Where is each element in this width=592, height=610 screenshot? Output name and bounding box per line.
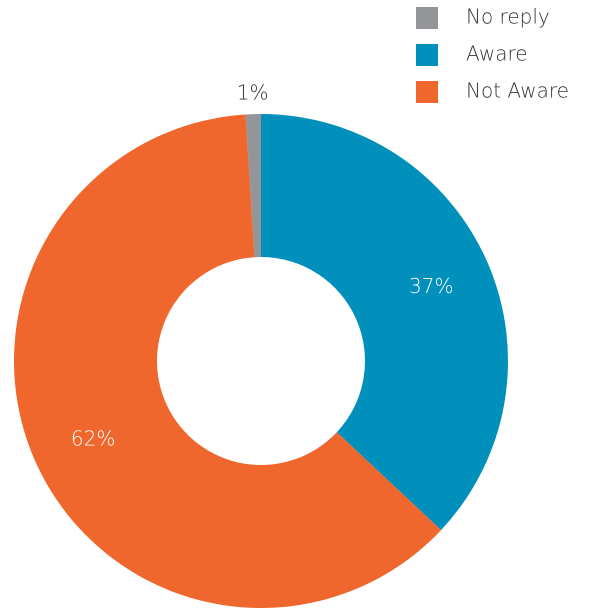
value-label: 62% [71,426,115,450]
slice [13,114,442,609]
legend-swatch [416,81,438,103]
legend-label: No reply [466,5,550,29]
slice [245,114,261,258]
legend-label: Aware [466,42,528,66]
legend-swatch [416,7,438,29]
legend-swatch [416,44,438,66]
slice [261,114,508,531]
value-label: 37% [409,274,453,298]
value-label: 1% [237,81,269,105]
legend-label: Not Aware [466,79,569,103]
